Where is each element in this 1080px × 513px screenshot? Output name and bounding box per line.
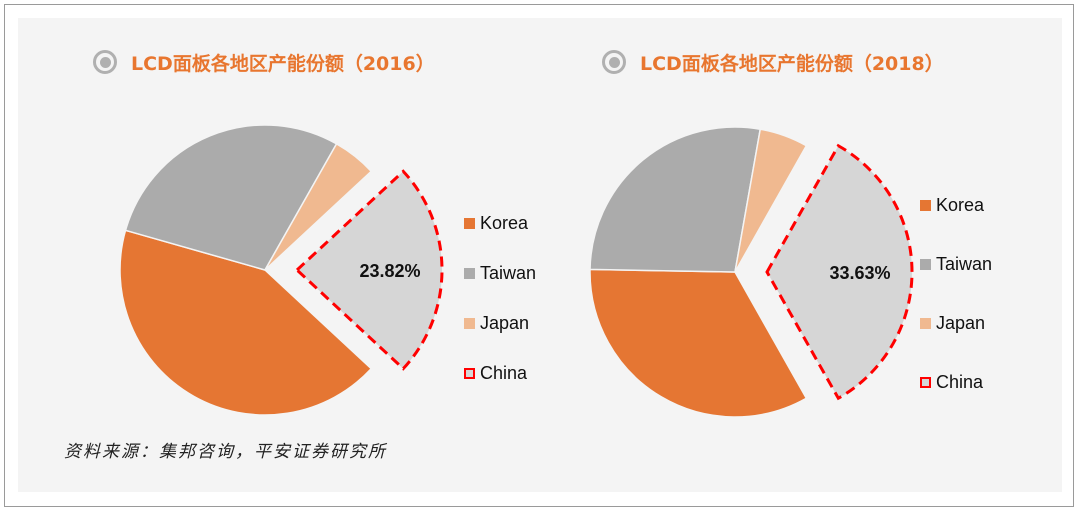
legend-item-japan: Japan bbox=[920, 311, 992, 370]
china-swatch bbox=[464, 367, 475, 379]
taiwan-swatch bbox=[920, 259, 931, 270]
pie-slice-china bbox=[294, 169, 444, 371]
pie-slice-taiwan bbox=[589, 126, 762, 273]
korea-swatch bbox=[920, 200, 931, 211]
chart-title-2018: LCD面板各地区产能份额（2018） bbox=[602, 44, 944, 80]
pie-slice-china bbox=[765, 143, 914, 401]
title-text: LCD面板各地区产能份额（2016） bbox=[131, 52, 435, 75]
title-text: LCD面板各地区产能份额（2018） bbox=[640, 52, 944, 75]
japan-swatch bbox=[464, 317, 475, 329]
legend-label: China bbox=[936, 372, 984, 392]
legend-item-taiwan: Taiwan bbox=[920, 252, 992, 311]
legend-item-china: China bbox=[920, 370, 992, 429]
legend-label: Japan bbox=[936, 313, 986, 333]
legend-label: Japan bbox=[480, 312, 530, 333]
pie-slice-japan bbox=[264, 142, 373, 271]
legend-2018: Korea Taiwan Japan China bbox=[920, 193, 992, 429]
legend-item-china: China bbox=[464, 348, 536, 398]
legend-item-korea: Korea bbox=[920, 193, 992, 252]
pie-slice-japan bbox=[734, 128, 808, 273]
source-note: 资料来源：集邦咨询，平安证券研究所 bbox=[64, 442, 387, 462]
legend-label: Taiwan bbox=[936, 254, 993, 274]
legend-item-korea: Korea bbox=[464, 198, 536, 248]
chart-title-2016: LCD面板各地区产能份额（2016） bbox=[93, 44, 435, 80]
china-swatch bbox=[920, 377, 931, 388]
legend-item-japan: Japan bbox=[464, 298, 536, 348]
pie-slice-taiwan bbox=[124, 124, 338, 271]
data-label-china: 33.63% bbox=[829, 263, 890, 283]
legend-label: China bbox=[480, 362, 528, 383]
legend-label: Taiwan bbox=[480, 262, 537, 283]
taiwan-swatch bbox=[464, 267, 475, 279]
pie-slice-korea bbox=[589, 268, 808, 418]
japan-swatch bbox=[920, 318, 931, 329]
radio-bullet-icon bbox=[602, 50, 626, 74]
korea-swatch bbox=[464, 217, 475, 229]
data-label-china: 23.82% bbox=[359, 261, 420, 281]
legend-label: Korea bbox=[480, 212, 529, 233]
legend-label: Korea bbox=[936, 195, 985, 215]
legend-item-taiwan: Taiwan bbox=[464, 248, 536, 298]
pie-slice-korea bbox=[119, 229, 373, 416]
radio-bullet-icon bbox=[93, 50, 117, 74]
legend-2016: Korea Taiwan Japan China bbox=[464, 198, 536, 398]
